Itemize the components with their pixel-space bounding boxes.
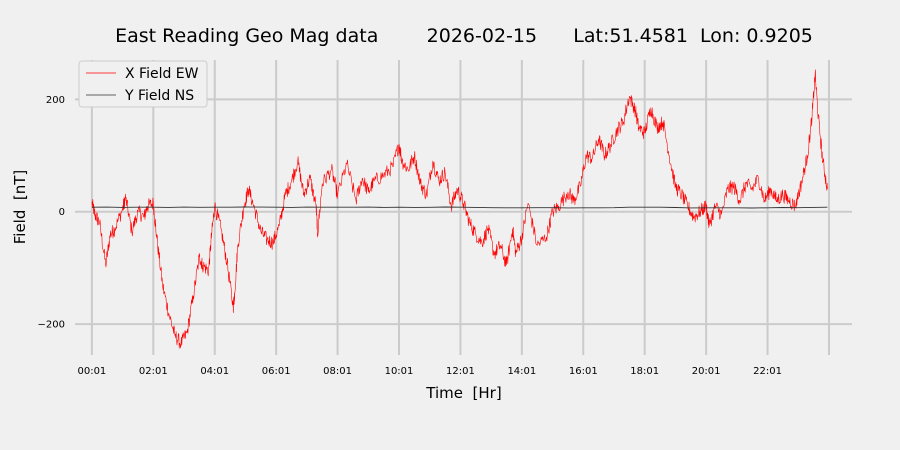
x-tick-label: 18:01 (630, 366, 659, 377)
x-tick-label: 14:01 (507, 366, 536, 377)
legend: X Field EW Y Field NS (78, 60, 208, 108)
legend-box (78, 60, 208, 108)
x-tick-label: 16:01 (569, 366, 598, 377)
series-line-x-field-ew (91, 69, 828, 349)
x-tick-label: 00:01 (77, 366, 106, 377)
series-lines (91, 69, 828, 349)
x-tick-label: 08:01 (323, 366, 352, 377)
x-tick-label: 22:01 (753, 366, 782, 377)
y-tick-label: 200 (46, 95, 65, 106)
series-line-y-field-ns (91, 206, 828, 209)
x-axis-label: Time [Hr] (425, 384, 501, 402)
x-tick-label: 06:01 (262, 366, 291, 377)
x-tick-label: 12:01 (446, 366, 475, 377)
y-tick-labels: 200 0 −200 (38, 95, 65, 331)
y-axis-label: Field [nT] (11, 170, 29, 245)
x-tick-label: 20:01 (692, 366, 721, 377)
legend-label-y-field: Y Field NS (124, 88, 194, 104)
y-tick-label: 0 (59, 207, 65, 218)
x-tick-label: 04:01 (200, 366, 229, 377)
x-tick-label: 02:01 (139, 366, 168, 377)
y-tick-label: −200 (38, 320, 65, 331)
chart-title: East Reading Geo Mag data 2026-02-15 Lat… (115, 25, 813, 47)
x-tick-label: 10:01 (385, 366, 414, 377)
x-tick-labels: 00:01 02:01 04:01 06:01 08:01 10:01 12:01 14:01… (77, 366, 781, 377)
legend-label-x-field: X Field EW (125, 66, 199, 82)
